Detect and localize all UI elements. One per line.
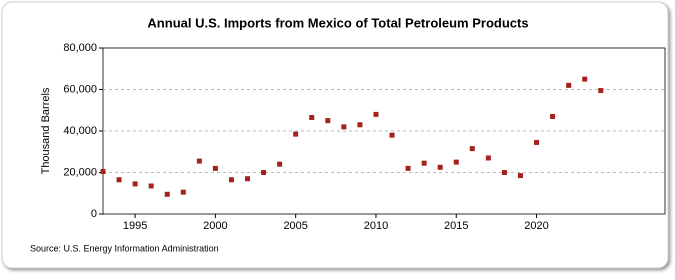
marker [582, 76, 588, 82]
marker [598, 88, 604, 94]
x-tick-label: 2005 [283, 220, 307, 232]
marker [132, 181, 138, 187]
source: Source: U.S. Energy Information Administ… [30, 243, 219, 253]
marker [212, 165, 218, 171]
marker [389, 132, 395, 138]
marker [309, 115, 315, 121]
y-axis-label: Thousand Barrels [40, 87, 52, 174]
marker [261, 170, 267, 175]
marker [485, 155, 491, 161]
marker [421, 160, 427, 166]
x-tick-label: 2010 [364, 220, 388, 232]
marker [228, 177, 234, 183]
x-tick-label: 2020 [524, 220, 548, 232]
y-tick-label: 40,000 [63, 125, 97, 137]
y-tick-label: 0 [91, 208, 97, 220]
y-tick-label: 20,000 [63, 166, 97, 178]
marker [469, 146, 475, 152]
marker [373, 111, 379, 117]
marker [180, 189, 186, 195]
marker [164, 191, 170, 197]
y-tick-label: 60,000 [63, 83, 97, 95]
x-tick-label: 2000 [203, 220, 227, 232]
marker [453, 159, 459, 165]
marker [534, 139, 540, 145]
marker [116, 177, 122, 183]
marker [293, 131, 299, 137]
chart-title: Annual U.S. Imports from Mexico of Total… [147, 15, 528, 30]
y-tick-label: 80,000 [63, 42, 97, 54]
marker [357, 122, 363, 128]
marker [100, 168, 106, 174]
marker [550, 113, 556, 119]
marker [341, 124, 347, 130]
x-tick-label: 1995 [123, 220, 147, 232]
marker [501, 170, 507, 175]
marker [245, 176, 251, 182]
frame [1, 1, 669, 269]
marker [566, 82, 572, 88]
marker [325, 118, 331, 124]
marker [517, 173, 523, 179]
marker [148, 183, 154, 189]
marker [437, 164, 443, 170]
x-tick-label: 2015 [444, 220, 468, 232]
marker [405, 165, 411, 171]
marker [196, 158, 202, 164]
marker [277, 161, 283, 167]
